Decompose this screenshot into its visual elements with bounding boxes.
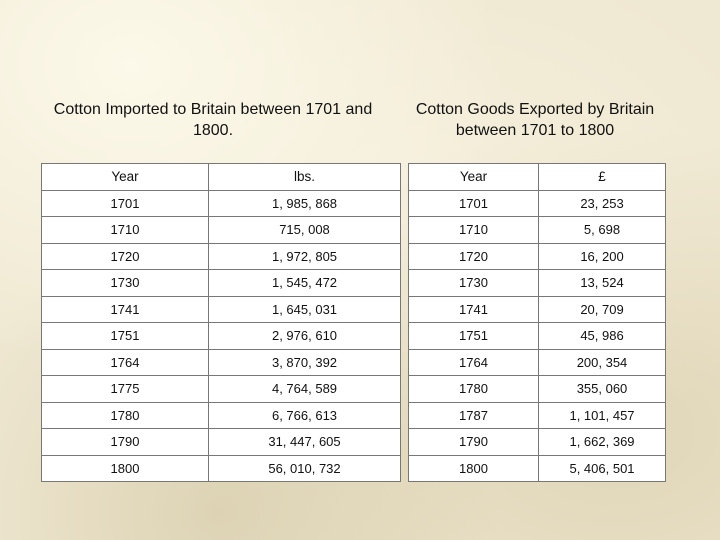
imports-row: 1710 715, 008 xyxy=(41,216,401,244)
imports-table-title: Cotton Imported to Britain between 1701 … xyxy=(53,101,373,139)
exports-value-cell: 1, 101, 457 xyxy=(538,401,666,429)
exports-row: 1720 16, 200 xyxy=(408,242,666,270)
exports-row: 1764 200, 354 xyxy=(408,348,666,376)
imports-row: 1764 3, 870, 392 xyxy=(41,348,401,376)
imports-row: 1800 56, 010, 732 xyxy=(41,454,401,482)
exports-year-cell: 1800 xyxy=(408,454,539,482)
exports-value-cell: 200, 354 xyxy=(538,348,666,376)
exports-row: 1710 5, 698 xyxy=(408,216,666,244)
imports-table: Year lbs. 1701 1, 985, 868 1710 715, 008 1… xyxy=(41,163,401,482)
imports-lbs-cell: 6, 766, 613 xyxy=(208,401,401,429)
exports-value-cell: 5, 698 xyxy=(538,216,666,244)
imports-row: 1701 1, 985, 868 xyxy=(41,189,401,217)
imports-lbs-cell: 31, 447, 605 xyxy=(208,428,401,456)
imports-year-cell: 1741 xyxy=(41,295,209,323)
exports-value-cell: 5, 406, 501 xyxy=(538,454,666,482)
imports-year-cell: 1775 xyxy=(41,375,209,403)
imports-lbs-cell: 3, 870, 392 xyxy=(208,348,401,376)
exports-year-cell: 1780 xyxy=(408,375,539,403)
imports-lbs-cell: 1, 972, 805 xyxy=(208,242,401,270)
exports-value-cell: 355, 060 xyxy=(538,375,666,403)
imports-year-header: Year xyxy=(41,163,209,191)
imports-row: 1790 31, 447, 605 xyxy=(41,428,401,456)
exports-value-cell: 16, 200 xyxy=(538,242,666,270)
exports-row: 1787 1, 101, 457 xyxy=(408,401,666,429)
imports-year-cell: 1790 xyxy=(41,428,209,456)
imports-lbs-cell: 56, 010, 732 xyxy=(208,454,401,482)
imports-row: 1741 1, 645, 031 xyxy=(41,295,401,323)
imports-header-row: Year lbs. xyxy=(41,163,401,191)
exports-year-cell: 1790 xyxy=(408,428,539,456)
imports-year-cell: 1764 xyxy=(41,348,209,376)
imports-lbs-cell: 1, 645, 031 xyxy=(208,295,401,323)
exports-year-header: Year xyxy=(408,163,539,191)
imports-lbs-cell: 4, 764, 589 xyxy=(208,375,401,403)
imports-year-cell: 1800 xyxy=(41,454,209,482)
exports-header-row: Year £ xyxy=(408,163,666,191)
exports-value-cell: 13, 524 xyxy=(538,269,666,297)
imports-row: 1775 4, 764, 589 xyxy=(41,375,401,403)
imports-year-cell: 1701 xyxy=(41,189,209,217)
imports-year-cell: 1751 xyxy=(41,322,209,350)
exports-row: 1800 5, 406, 501 xyxy=(408,454,666,482)
imports-row: 1720 1, 972, 805 xyxy=(41,242,401,270)
imports-year-cell: 1780 xyxy=(41,401,209,429)
exports-year-cell: 1710 xyxy=(408,216,539,244)
imports-lbs-cell: 1, 985, 868 xyxy=(208,189,401,217)
imports-row: 1730 1, 545, 472 xyxy=(41,269,401,297)
exports-row: 1701 23, 253 xyxy=(408,189,666,217)
exports-value-cell: 23, 253 xyxy=(538,189,666,217)
exports-value-cell: 45, 986 xyxy=(538,322,666,350)
imports-lbs-cell: 1, 545, 472 xyxy=(208,269,401,297)
exports-year-cell: 1751 xyxy=(408,322,539,350)
exports-year-cell: 1741 xyxy=(408,295,539,323)
exports-value-cell: 1, 662, 369 xyxy=(538,428,666,456)
imports-row: 1751 2, 976, 610 xyxy=(41,322,401,350)
imports-year-cell: 1730 xyxy=(41,269,209,297)
exports-row: 1780 355, 060 xyxy=(408,375,666,403)
exports-row: 1730 13, 524 xyxy=(408,269,666,297)
exports-table: Year £ 1701 23, 253 1710 5, 698 1720 16, 20… xyxy=(408,163,666,482)
imports-row: 1780 6, 766, 613 xyxy=(41,401,401,429)
exports-year-cell: 1701 xyxy=(408,189,539,217)
exports-value-cell: 20, 709 xyxy=(538,295,666,323)
exports-year-cell: 1787 xyxy=(408,401,539,429)
imports-year-cell: 1720 xyxy=(41,242,209,270)
exports-row: 1790 1, 662, 369 xyxy=(408,428,666,456)
exports-year-cell: 1730 xyxy=(408,269,539,297)
imports-lbs-cell: 2, 976, 610 xyxy=(208,322,401,350)
imports-year-cell: 1710 xyxy=(41,216,209,244)
exports-year-cell: 1764 xyxy=(408,348,539,376)
imports-lbs-cell: 715, 008 xyxy=(208,216,401,244)
imports-lbs-header: lbs. xyxy=(208,163,401,191)
exports-table-title: Cotton Goods Exported by Britain between… xyxy=(415,101,655,139)
exports-pounds-header: £ xyxy=(538,163,666,191)
exports-row: 1751 45, 986 xyxy=(408,322,666,350)
exports-year-cell: 1720 xyxy=(408,242,539,270)
exports-row: 1741 20, 709 xyxy=(408,295,666,323)
